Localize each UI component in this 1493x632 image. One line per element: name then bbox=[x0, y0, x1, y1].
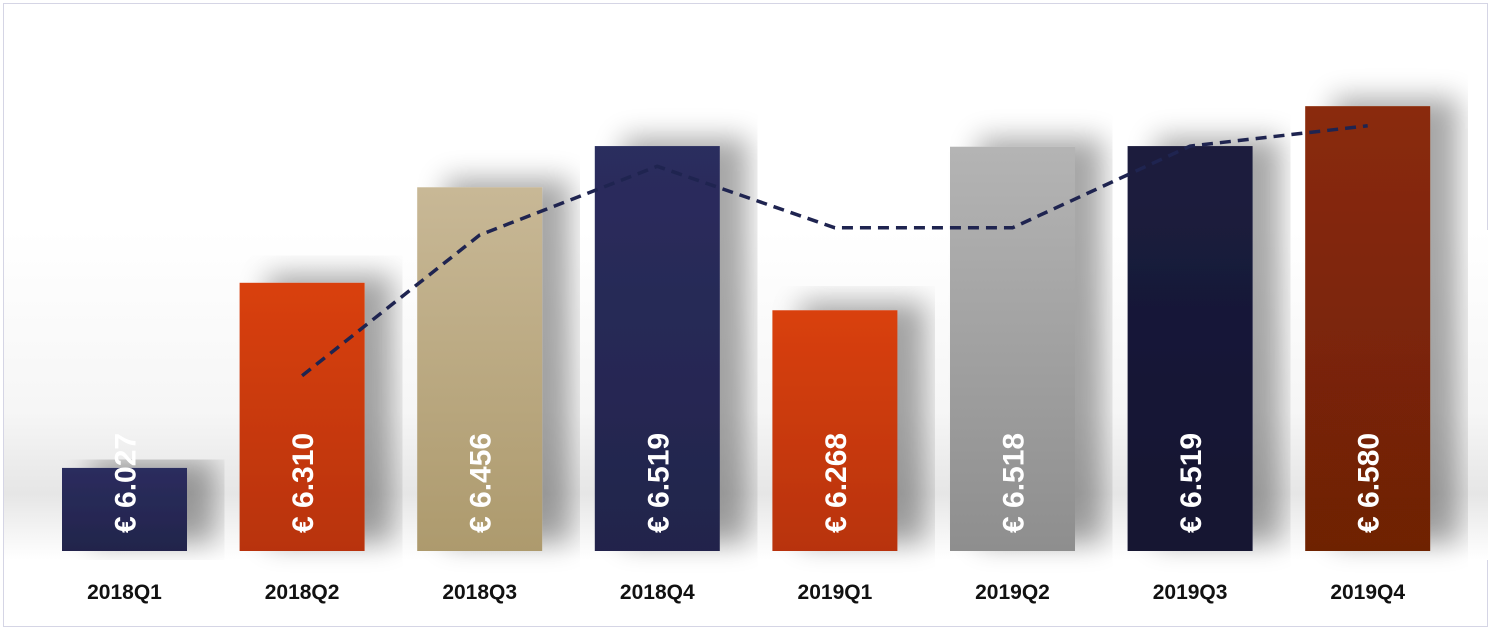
bar-2018Q4 bbox=[594, 146, 720, 551]
x-tick-2018Q2: 2018Q2 bbox=[265, 581, 340, 604]
bar-2019Q2 bbox=[950, 146, 1075, 551]
data-label-2019Q1: € 6.268 bbox=[820, 433, 853, 533]
trend-line bbox=[301, 124, 1368, 378]
bar-2019Q1 bbox=[772, 310, 898, 551]
x-tick-2018Q1: 2018Q1 bbox=[87, 581, 162, 604]
bar-2018Q1 bbox=[62, 467, 187, 551]
data-label-2018Q1: € 6.027 bbox=[110, 433, 143, 533]
data-label-2019Q4: € 6.580 bbox=[1353, 433, 1386, 533]
bar-2019Q4 bbox=[1305, 106, 1431, 552]
x-tick-2019Q1: 2019Q1 bbox=[798, 581, 873, 604]
data-label-2019Q3: € 6.519 bbox=[1175, 433, 1208, 533]
x-tick-2018Q3: 2018Q3 bbox=[442, 581, 517, 604]
data-label-2018Q3: € 6.456 bbox=[465, 433, 498, 533]
x-tick-2019Q4: 2019Q4 bbox=[1330, 581, 1405, 604]
bar-2019Q3 bbox=[1127, 146, 1253, 551]
bar-2018Q2 bbox=[239, 282, 365, 551]
data-label-2018Q4: € 6.519 bbox=[642, 433, 675, 533]
plot-background bbox=[4, 230, 1488, 560]
bar-2018Q3 bbox=[417, 187, 543, 552]
data-label-2019Q2: € 6.518 bbox=[998, 433, 1031, 533]
data-label-2018Q2: € 6.310 bbox=[287, 433, 320, 533]
x-tick-2019Q3: 2019Q3 bbox=[1153, 581, 1228, 604]
x-tick-2018Q4: 2018Q4 bbox=[620, 581, 695, 604]
x-tick-2019Q2: 2019Q2 bbox=[975, 581, 1050, 604]
